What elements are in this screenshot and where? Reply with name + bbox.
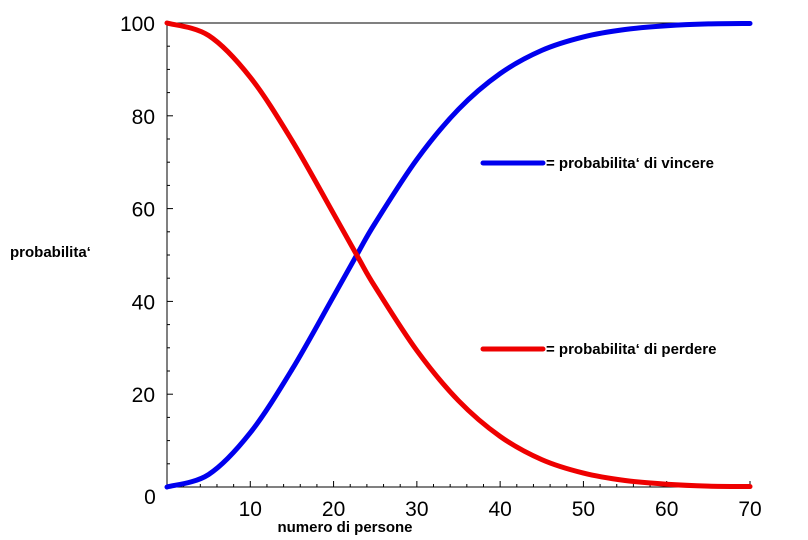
legend-label: = probabilita‘ di perdere xyxy=(546,341,716,358)
ticks: 10 20 30 40 50 60 70 0 20 40 60 80 100 xyxy=(120,13,762,521)
legend-label: = probabilita‘ di vincere xyxy=(546,155,714,172)
y-tick-label: 80 xyxy=(132,106,155,129)
series-line-vincere xyxy=(164,20,753,490)
y-tick-label: 40 xyxy=(132,291,155,314)
x-tick-label: 50 xyxy=(572,498,595,521)
x-tick-label: 10 xyxy=(239,498,262,521)
series-line-perdere xyxy=(164,20,753,490)
x-tick-label: 70 xyxy=(738,498,761,521)
legend: = probabilita‘ di vincere = probabilita‘ … xyxy=(480,155,716,358)
x-tick-label: 40 xyxy=(488,498,511,521)
y-tick-label: 20 xyxy=(132,384,155,407)
x-tick-label: 30 xyxy=(405,498,428,521)
y-axis-title: probabilita‘ xyxy=(10,244,91,261)
x-axis-title: numero di persone xyxy=(277,519,412,536)
x-tick-label: 60 xyxy=(655,498,678,521)
y-tick-label: 100 xyxy=(120,13,155,36)
x-tick-label: 20 xyxy=(322,498,345,521)
x-origin-label: 0 xyxy=(144,486,156,509)
series xyxy=(164,20,753,490)
y-tick-label: 60 xyxy=(132,199,155,222)
axes xyxy=(166,22,750,488)
